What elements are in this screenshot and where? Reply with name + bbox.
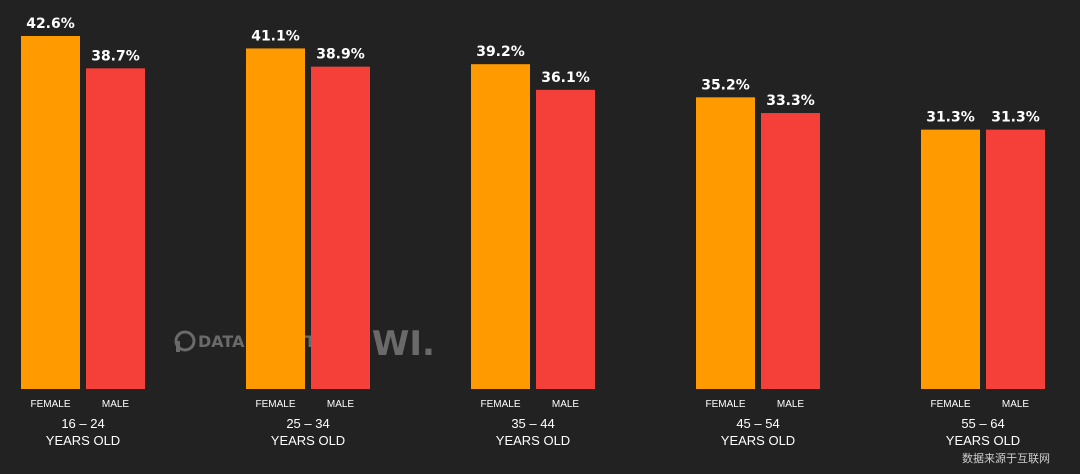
series-label-female-2: FEMALE bbox=[480, 399, 520, 410]
bar-female-4 bbox=[921, 129, 980, 389]
category-suffix-0: YEARS OLD bbox=[46, 433, 120, 448]
series-label-male-2: MALE bbox=[552, 399, 580, 410]
category-label-0: 16 – 24 bbox=[61, 416, 104, 431]
series-label-female-4: FEMALE bbox=[930, 399, 970, 410]
data-label-male-3: 33.3% bbox=[766, 93, 815, 109]
category-suffix-4: YEARS OLD bbox=[946, 433, 1020, 448]
bar-male-4 bbox=[986, 129, 1045, 389]
series-label-male-3: MALE bbox=[777, 399, 805, 410]
datareportal-logo-icon bbox=[174, 330, 196, 352]
bar-female-1 bbox=[246, 48, 305, 390]
data-label-female-1: 41.1% bbox=[251, 28, 300, 44]
data-label-female-0: 42.6% bbox=[26, 16, 75, 32]
category-suffix-1: YEARS OLD bbox=[271, 433, 345, 448]
data-label-female-2: 39.2% bbox=[476, 44, 525, 60]
category-label-3: 45 – 54 bbox=[736, 416, 779, 431]
source-credit: 数据来源于互联网 bbox=[962, 452, 1050, 465]
category-label-4: 55 – 64 bbox=[961, 416, 1004, 431]
bar-male-1 bbox=[311, 66, 370, 390]
bar-female-2 bbox=[471, 64, 530, 389]
watermark: DATAREPORTAL GWI. bbox=[174, 324, 435, 364]
data-label-male-0: 38.7% bbox=[91, 48, 140, 64]
bar-female-3 bbox=[696, 97, 755, 390]
series-label-male-0: MALE bbox=[102, 399, 130, 410]
series-label-male-4: MALE bbox=[1002, 399, 1030, 410]
bar-male-0 bbox=[86, 68, 145, 390]
category-suffix-2: YEARS OLD bbox=[496, 433, 570, 448]
series-label-female-1: FEMALE bbox=[255, 399, 295, 410]
data-label-male-4: 31.3% bbox=[991, 110, 1040, 126]
category-label-2: 35 – 44 bbox=[511, 416, 554, 431]
series-label-female-0: FEMALE bbox=[30, 399, 70, 410]
series-label-male-1: MALE bbox=[327, 399, 355, 410]
category-suffix-3: YEARS OLD bbox=[721, 433, 795, 448]
data-label-female-3: 35.2% bbox=[701, 77, 750, 93]
data-label-male-1: 38.9% bbox=[316, 47, 365, 63]
data-label-male-2: 36.1% bbox=[541, 70, 590, 86]
series-label-female-3: FEMALE bbox=[705, 399, 745, 410]
bar-male-2 bbox=[536, 89, 595, 389]
bar-female-0 bbox=[21, 36, 80, 389]
bar-male-3 bbox=[761, 113, 820, 389]
data-label-female-4: 31.3% bbox=[926, 110, 975, 126]
category-label-1: 25 – 34 bbox=[286, 416, 329, 431]
